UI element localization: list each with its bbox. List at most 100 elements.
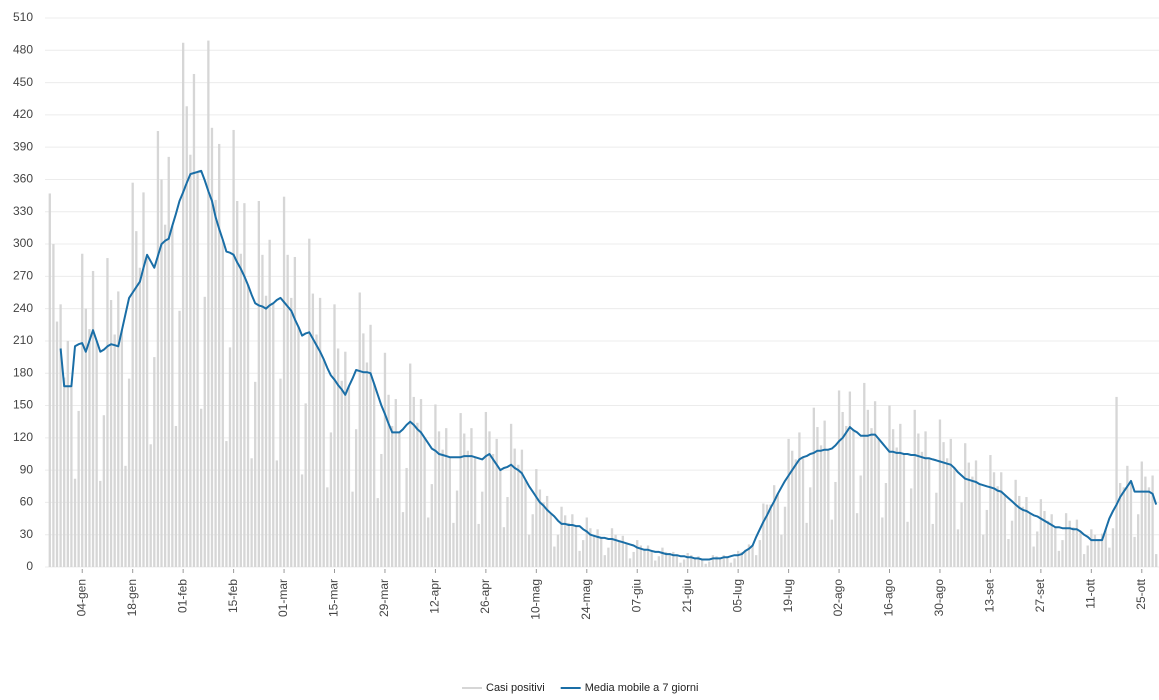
y-tick-label: 270	[13, 269, 33, 283]
bar	[909, 488, 913, 567]
bar	[163, 224, 167, 567]
bar	[1000, 472, 1003, 567]
bar	[812, 407, 815, 567]
x-tick-label: 07-giu	[629, 579, 643, 612]
bar	[257, 201, 260, 567]
bar	[837, 390, 841, 567]
bar	[636, 540, 639, 567]
x-tick-label: 01-mar	[276, 579, 290, 617]
bar	[982, 534, 985, 567]
bar	[791, 450, 794, 567]
bar	[1090, 529, 1093, 567]
bar	[585, 517, 588, 567]
bar	[1104, 529, 1107, 567]
bar	[809, 487, 812, 567]
bar	[841, 411, 844, 567]
bar	[823, 420, 826, 567]
bar	[1147, 487, 1151, 567]
bar	[852, 430, 855, 567]
bar	[268, 239, 271, 568]
bar	[221, 239, 224, 568]
bar	[1155, 554, 1158, 567]
bar	[286, 254, 289, 567]
bar	[419, 399, 423, 567]
bar	[1097, 539, 1100, 567]
bar	[769, 504, 772, 567]
bar	[48, 193, 51, 567]
bar	[149, 444, 152, 567]
bar	[877, 438, 880, 567]
bar	[1036, 531, 1039, 567]
bar	[733, 558, 736, 567]
bar	[693, 558, 697, 567]
bar	[106, 258, 109, 567]
bar	[783, 506, 787, 567]
bar	[376, 498, 379, 567]
bar	[473, 457, 477, 567]
x-tick-label: 16-ago	[882, 579, 896, 617]
bar	[899, 423, 902, 567]
y-tick-label: 300	[13, 236, 33, 250]
bar	[643, 548, 646, 567]
bar	[924, 431, 927, 567]
bar	[365, 362, 369, 567]
bar	[261, 254, 264, 567]
bar	[859, 475, 862, 567]
bar	[679, 562, 682, 567]
bar	[956, 529, 960, 567]
bar	[466, 450, 470, 567]
bar	[174, 425, 178, 567]
x-tick-label: 05-lug	[730, 579, 744, 612]
bar	[189, 154, 192, 567]
x-tick-label: 18-gen	[125, 579, 139, 616]
bar	[704, 563, 707, 567]
bar	[380, 453, 383, 567]
bar	[964, 443, 967, 567]
bar	[135, 231, 138, 567]
bar	[1111, 528, 1115, 567]
bar	[571, 514, 574, 567]
bar	[488, 431, 491, 567]
bar	[668, 553, 671, 567]
bar	[178, 310, 181, 567]
bar	[463, 433, 466, 567]
bar	[589, 528, 592, 567]
bar	[308, 238, 311, 568]
y-tick-label: 390	[13, 139, 33, 153]
bar	[59, 304, 62, 567]
bar	[1064, 513, 1068, 567]
bar	[953, 467, 956, 567]
bar	[672, 551, 675, 567]
bar	[459, 413, 462, 567]
bar	[780, 534, 783, 567]
bar	[84, 308, 87, 567]
bar	[254, 381, 257, 567]
bar	[527, 534, 531, 567]
bar	[318, 297, 322, 567]
x-tick-label: 25-ott	[1134, 578, 1148, 609]
x-tick-label: 19-lug	[781, 579, 795, 612]
bar	[344, 351, 347, 567]
y-tick-label: 210	[13, 333, 33, 347]
bar	[938, 419, 942, 567]
x-tick-label: 11-ott	[1083, 578, 1097, 608]
bar	[232, 129, 235, 567]
bar	[564, 515, 567, 567]
bar	[117, 291, 120, 567]
bar	[657, 556, 661, 567]
bar	[711, 555, 715, 567]
bar	[91, 270, 95, 567]
bar	[427, 517, 430, 567]
bar	[358, 292, 361, 567]
bar	[549, 513, 552, 567]
y-tick-label: 150	[13, 398, 33, 412]
x-tick-label: 24-mag	[579, 579, 593, 620]
bar	[70, 386, 73, 567]
bar	[120, 330, 124, 567]
bar	[200, 408, 203, 567]
bar	[1039, 499, 1043, 567]
bar	[1115, 396, 1118, 567]
bar	[333, 304, 336, 567]
bar	[834, 481, 837, 567]
legend: Casi positivi Media mobile a 7 giorni	[462, 682, 698, 694]
